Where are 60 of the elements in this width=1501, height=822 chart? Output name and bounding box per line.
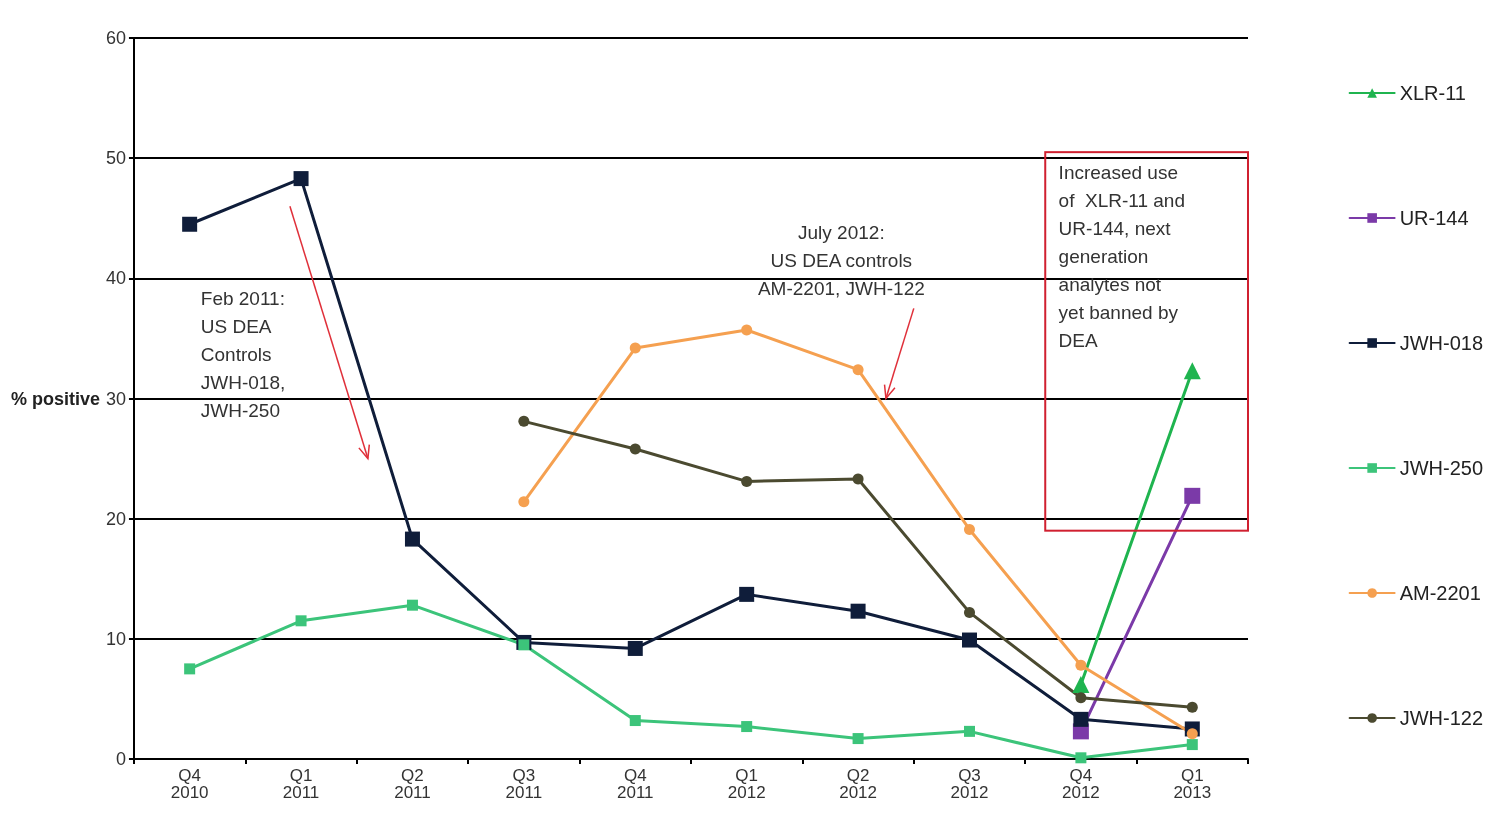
point: [518, 639, 530, 651]
point: [295, 615, 307, 627]
point: [629, 443, 641, 455]
x-tick-label: Q1 2012: [727, 766, 766, 802]
point: [629, 342, 641, 354]
legend-label: XLR-11: [1399, 82, 1466, 104]
point: [518, 496, 530, 508]
point: [961, 632, 977, 648]
y-tick-label: 40: [105, 268, 126, 289]
point: [850, 603, 866, 619]
x-tick-label: Q4 2010: [170, 766, 209, 802]
legend-label: JWH-250: [1399, 457, 1484, 479]
point: [404, 531, 420, 547]
annotation: Increased use of XLR-11 and UR-144, next generation analytes not yet banned by DEA: [1058, 161, 1186, 351]
y-tick-label: 60: [105, 28, 126, 48]
point: [184, 663, 196, 675]
legend-label: UR-144: [1399, 207, 1469, 229]
point: [293, 171, 309, 187]
point: [852, 473, 864, 485]
point: [1186, 739, 1198, 751]
point: [1184, 487, 1201, 504]
point: [182, 216, 198, 232]
point: [1186, 701, 1198, 713]
point: [852, 733, 864, 745]
y-tick-label: 10: [105, 628, 126, 649]
x-tick-label: Q1 2011: [282, 766, 320, 802]
annotation: Feb 2011: US DEA Controls JWH-018, JWH-250: [200, 287, 286, 421]
point: [964, 523, 975, 535]
y-tick-label: 50: [105, 148, 126, 169]
legend-label: JWH-122: [1399, 707, 1484, 729]
point: [1073, 711, 1089, 727]
point: [406, 599, 418, 611]
point: [1075, 752, 1087, 764]
x-tick-label: Q4 2011: [616, 766, 654, 802]
x-tick-label: Q3 2011: [505, 766, 543, 802]
x-tick-label: Q1 2013: [1173, 766, 1212, 802]
legend-label: AM-2201: [1399, 582, 1481, 604]
y-tick-label: 20: [105, 508, 126, 529]
point: [1075, 692, 1087, 704]
point: [964, 606, 975, 618]
y-tick-label: 0: [115, 749, 126, 769]
y-axis-title: % positive: [11, 388, 101, 409]
point: [1075, 659, 1087, 671]
point: [629, 715, 641, 727]
x-tick-label: Q2 2012: [839, 766, 877, 802]
x-tick-label: Q2 2011: [394, 766, 431, 802]
annotation: July 2012: US DEA controls AM-2201, JWH-122: [757, 221, 925, 299]
point: [741, 475, 753, 487]
point: [741, 721, 753, 733]
point: [741, 324, 753, 336]
x-tick-label: Q4 2012: [1061, 766, 1100, 802]
point: [1186, 728, 1198, 740]
legend-label: JWH-018: [1399, 332, 1484, 354]
point: [963, 725, 975, 737]
point: [627, 640, 643, 656]
point: [518, 415, 530, 427]
point: [852, 364, 864, 376]
x-tick-label: Q3 2012: [950, 766, 989, 802]
y-tick-label: 30: [105, 388, 126, 409]
point: [739, 586, 755, 602]
